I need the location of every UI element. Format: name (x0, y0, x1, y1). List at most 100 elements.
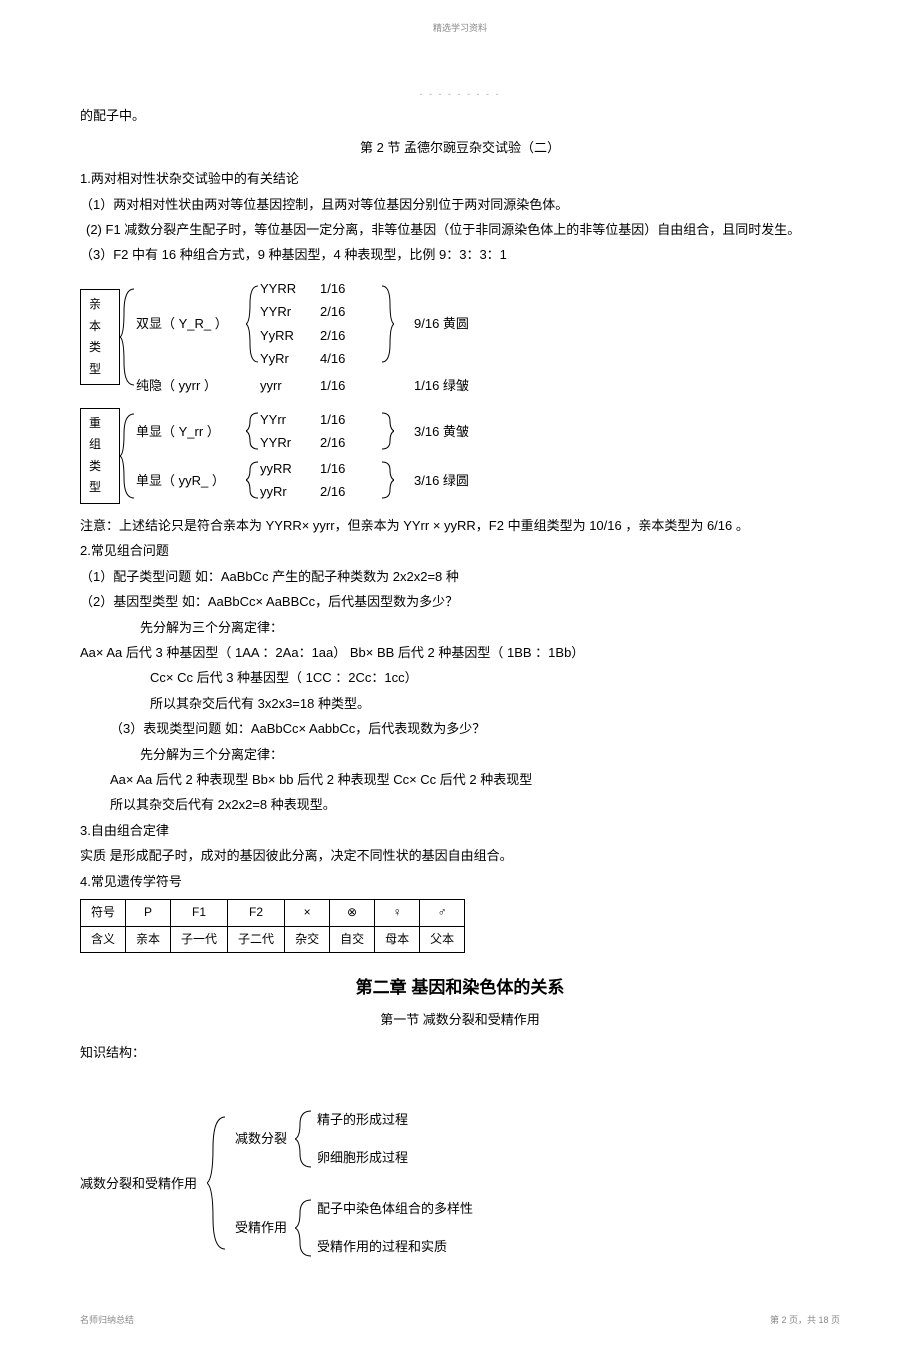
p3-body: 实质 是形成配子时，成对的基因彼此分离，决定不同性状的基因自由组合。 (80, 844, 840, 867)
brace-icon (380, 284, 394, 364)
r2-sum: 3/16 绿圆 (394, 469, 469, 492)
recomb-box-l2: 类型 (89, 456, 111, 499)
p1-3: （3）F2 中有 16 种组合方式，9 种基因型，4 种表现型，比例 9：3：3… (80, 243, 840, 266)
cell: 子二代 (228, 926, 285, 953)
cell: 母本 (375, 926, 420, 953)
section2-title: 第 2 节 孟德尔豌豆杂交试验（二） (80, 136, 840, 159)
brace-icon (380, 411, 394, 451)
p2-2c: Cc× Cc 后代 3 种基因型（ 1CC ：2Cc：1cc） (80, 666, 840, 689)
header-title: 精选学习资料 (80, 20, 840, 36)
g: YYRR (260, 277, 320, 300)
g: YYRr (260, 300, 320, 323)
dom-sum: 9/16 黄圆 (394, 312, 469, 335)
cell: 子一代 (171, 926, 228, 953)
cell: 杂交 (285, 926, 330, 953)
parent-type-tree: 亲 本 类型 双显（ Y_R_ ） YYRR1/16 YYRr2/16 YyRR… (80, 277, 840, 398)
rec-label: 纯隐（ yyrr ） (136, 374, 246, 397)
brace-icon (295, 1109, 313, 1169)
p2-2: （2）基因型类型 如：AaBbCc× AaBBCc，后代基因型数为多少？ (80, 590, 840, 613)
cell: 父本 (420, 926, 465, 953)
f: 1/16 (320, 277, 380, 300)
p1-2: (2) F1 减数分裂产生配子时，等位基因一定分离，非等位基因（位于非同源染色体… (80, 218, 840, 241)
brace-icon (207, 1113, 227, 1253)
chapter2-sub: 第一节 减数分裂和受精作用 (80, 1008, 840, 1031)
f: 1/16 (320, 408, 380, 431)
f: 2/16 (320, 431, 380, 454)
cell: 自交 (330, 926, 375, 953)
p2-3b: Aa× Aa 后代 2 种表现型 Bb× bb 后代 2 种表现型 Cc× Cc… (80, 768, 840, 791)
brace-icon (380, 460, 394, 500)
p2-2a: 先分解为三个分离定律： (80, 616, 840, 639)
cell: ♀ (375, 899, 420, 926)
p2-2d: 所以其杂交后代有 3x2x3=18 种类型。 (80, 692, 840, 715)
cell: F2 (228, 899, 285, 926)
f: 2/16 (320, 324, 380, 347)
f: 1/16 (320, 457, 380, 480)
footer-left: 名师归纳总结 (80, 1312, 134, 1328)
r1-label: 单显（ Y_rr ） (136, 420, 246, 443)
knowledge-label: 知识结构： (80, 1041, 840, 1064)
hier-b2: 受精作用 (235, 1216, 287, 1239)
g: YYRr (260, 431, 320, 454)
p2-2b: Aa× Aa 后代 3 种基因型（ 1AA ：2Aa：1aa） Bb× BB 后… (80, 641, 840, 664)
g: YYrr (260, 408, 320, 431)
hier-b2-1: 配子中染色体组合的多样性 (317, 1197, 473, 1220)
cell: 亲本 (126, 926, 171, 953)
page-footer: 名师归纳总结 第 2 页，共 18 页 (80, 1312, 840, 1328)
p3-title: 3.自由组合定律 (80, 819, 840, 842)
table-row: 含义 亲本 子一代 子二代 杂交 自交 母本 父本 (81, 926, 465, 953)
brace-icon (295, 1198, 313, 1258)
main-content: 的配子中。 第 2 节 孟德尔豌豆杂交试验（二） 1.两对相对性状杂交试验中的有… (80, 104, 840, 1272)
table-row: 符号 P F1 F2 × ⊗ ♀ ♂ (81, 899, 465, 926)
chapter2-title: 第二章 基因和染色体的关系 (80, 973, 840, 1004)
f: 2/16 (320, 480, 380, 503)
p2-3c: 所以其杂交后代有 2x2x2=8 种表现型。 (80, 793, 840, 816)
recomb-box-l1: 重 组 (89, 413, 111, 456)
dom-label: 双显（ Y_R_ ） (136, 312, 246, 335)
r1-sum: 3/16 黄皱 (394, 420, 469, 443)
footer-right: 第 2 页，共 18 页 (770, 1312, 840, 1328)
brace-icon (120, 287, 136, 387)
recomb-type-tree: 重 组 类型 单显（ Y_rr ） YYrr1/16 YYRr2/16 3/16… (80, 408, 840, 504)
brace-icon (246, 411, 260, 451)
cell: ♂ (420, 899, 465, 926)
cell: 符号 (81, 899, 126, 926)
parent-type-box: 亲 本 类型 (80, 289, 120, 385)
f: 4/16 (320, 347, 380, 370)
parent-box-l1: 亲 本 (89, 294, 111, 337)
p2-3: （3）表现类型问题 如：AaBbCc× AabbCc，后代表现数为多少？ (80, 717, 840, 740)
intro-text: 的配子中。 (80, 104, 840, 127)
hier-b1: 减数分裂 (235, 1127, 287, 1150)
cell: P (126, 899, 171, 926)
g: yyRr (260, 480, 320, 503)
brace-icon (246, 284, 260, 364)
hier-b1-1: 精子的形成过程 (317, 1108, 408, 1131)
brace-icon (246, 460, 260, 500)
hier-root: 减数分裂和受精作用 (80, 1172, 197, 1195)
p2-3a: 先分解为三个分离定律： (80, 743, 840, 766)
hierarchy-tree: 减数分裂和受精作用 减数分裂 精子的形成过程 卵细胞形成过程 受精作用 配子中染… (80, 1094, 840, 1272)
header-dots: - - - - - - - - - (80, 86, 840, 102)
brace-icon (120, 412, 136, 500)
parent-box-l2: 类型 (89, 337, 111, 380)
p2-title: 2.常见组合问题 (80, 539, 840, 562)
symbols-table: 符号 P F1 F2 × ⊗ ♀ ♂ 含义 亲本 子一代 子二代 杂交 自交 母… (80, 899, 465, 953)
cell: 含义 (81, 926, 126, 953)
g: yyRR (260, 457, 320, 480)
cell: F1 (171, 899, 228, 926)
p1-title: 1.两对相对性状杂交试验中的有关结论 (80, 167, 840, 190)
recomb-type-box: 重 组 类型 (80, 408, 120, 504)
p1-1: （1）两对相对性状由两对等位基因控制，且两对等位基因分别位于两对同源染色体。 (80, 193, 840, 216)
rec-sum: 1/16 绿皱 (394, 374, 469, 397)
cell: × (285, 899, 330, 926)
r2-label: 单显（ yyR_ ） (136, 469, 246, 492)
cell: ⊗ (330, 899, 375, 926)
hier-b1-2: 卵细胞形成过程 (317, 1146, 408, 1169)
rec-f: 1/16 (320, 374, 380, 397)
p4-title: 4.常见遗传学符号 (80, 870, 840, 893)
rec-g: yyrr (260, 374, 320, 397)
p2-1: （1）配子类型问题 如：AaBbCc 产生的配子种类数为 2x2x2=8 种 (80, 565, 840, 588)
note: 注意：上述结论只是符合亲本为 YYRR× yyrr，但亲本为 YYrr × yy… (80, 514, 840, 537)
g: YyRr (260, 347, 320, 370)
f: 2/16 (320, 300, 380, 323)
